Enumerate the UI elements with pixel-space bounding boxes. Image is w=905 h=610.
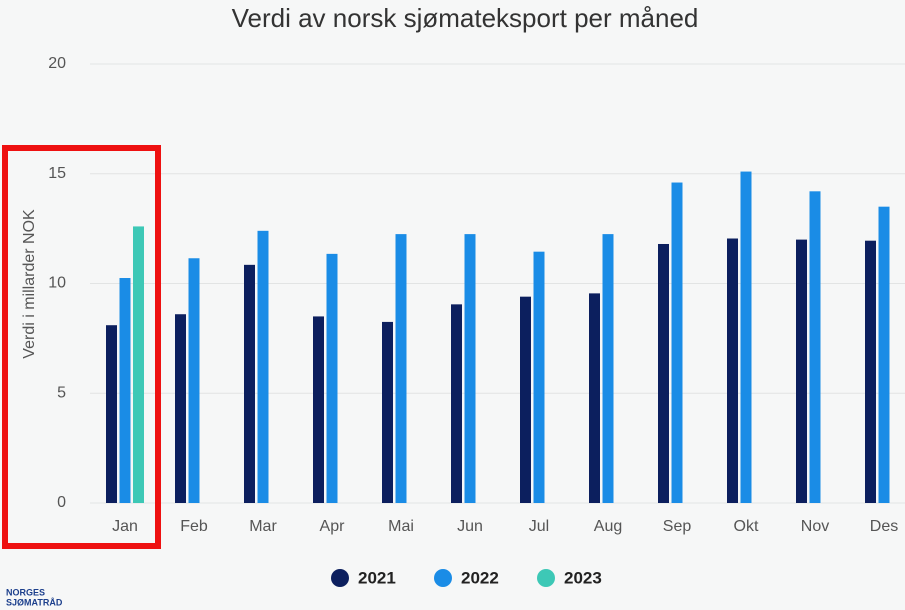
bar — [809, 191, 821, 503]
bar — [395, 234, 407, 504]
bar — [382, 321, 393, 503]
x-tick-label: Aug — [594, 518, 622, 535]
bar — [106, 325, 117, 503]
bar — [865, 240, 876, 503]
bar — [740, 171, 752, 503]
bar — [671, 182, 683, 503]
y-tick-label: 5 — [57, 384, 66, 401]
bar — [727, 238, 738, 503]
y-tick-label: 15 — [48, 165, 66, 182]
bar — [188, 258, 200, 503]
x-tick-label: Mar — [249, 518, 277, 535]
bar — [326, 253, 338, 503]
bar — [313, 316, 324, 503]
x-tick-label: Okt — [734, 518, 759, 535]
logo: NORGES — [6, 587, 45, 597]
bar — [133, 226, 144, 503]
chart-title: Verdi av norsk sjømateksport per måned — [232, 3, 699, 33]
x-tick-label: Des — [870, 518, 898, 535]
legend-label: 2021 — [358, 568, 396, 587]
x-tick-label: Sep — [663, 518, 692, 535]
bar — [257, 230, 269, 503]
legend-marker — [331, 569, 349, 587]
bar — [175, 314, 186, 503]
bar — [602, 234, 614, 504]
legend-label: 2023 — [564, 568, 602, 587]
bar — [878, 206, 890, 504]
bar — [658, 243, 669, 504]
y-tick-label: 0 — [57, 494, 66, 511]
x-tick-label: Mai — [388, 518, 414, 535]
legend-label: 2022 — [461, 568, 499, 587]
highlight-box — [2, 145, 161, 549]
x-tick-label: Apr — [320, 518, 346, 535]
y-tick-label: 10 — [48, 275, 66, 292]
bar — [796, 239, 807, 503]
x-tick-label: Jan — [112, 518, 138, 535]
bar — [464, 234, 476, 504]
bar — [244, 264, 255, 503]
y-axis-label: Verdi i millarder NOK — [21, 209, 38, 359]
x-tick-label: Nov — [801, 518, 829, 535]
x-tick-label: Jul — [529, 518, 549, 535]
legend-marker — [434, 569, 452, 587]
logo: SJØMATRÅD — [6, 597, 63, 607]
bar — [451, 304, 462, 503]
bar — [119, 278, 131, 503]
y-tick-label: 20 — [48, 55, 66, 72]
bar — [520, 296, 531, 503]
bar — [533, 251, 545, 503]
x-tick-label: Feb — [180, 518, 208, 535]
bar — [589, 293, 600, 503]
x-tick-label: Jun — [457, 518, 483, 535]
legend-marker — [537, 569, 555, 587]
